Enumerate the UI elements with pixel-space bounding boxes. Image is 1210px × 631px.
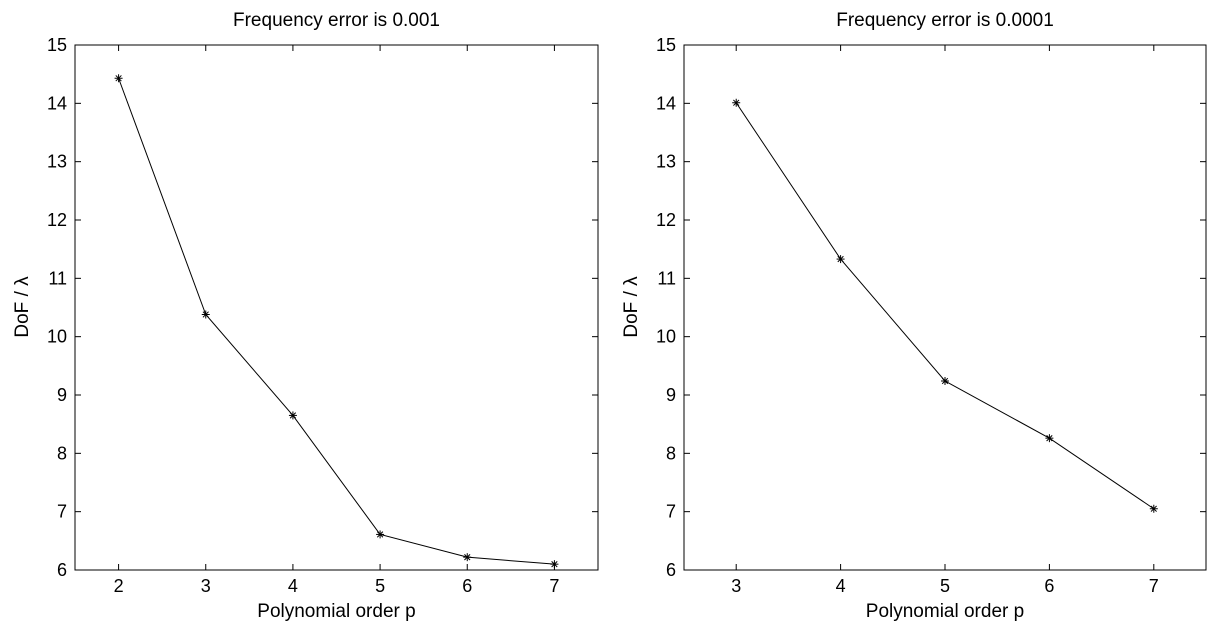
data-point [941,377,949,385]
x-axis-label-right: Polynomial order p [866,601,1024,622]
data-point [201,310,210,319]
y-tick-label: 6 [57,560,67,580]
x-tick-label: 3 [201,576,211,596]
y-tick-label: 8 [57,443,67,463]
data-point [114,74,123,83]
y-tick-label: 9 [666,385,676,405]
y-tick-label: 11 [48,268,67,288]
y-tick-label: 12 [47,210,67,230]
x-tick-label: 7 [1149,576,1159,596]
y-tick-label: 14 [656,93,676,113]
y-tick-label: 12 [656,210,676,230]
data-point [288,411,297,420]
data-point [1149,504,1158,513]
chart-title-left: Frequency error is 0.001 [233,10,440,31]
y-tick-label: 7 [666,502,676,522]
chart-title-right: Frequency error is 0.0001 [836,10,1054,31]
y-tick-label: 15 [656,35,676,55]
plot-area-left [74,44,599,571]
y-ticks-left: 6 7 8 9 10 11 12 13 14 15 [47,35,598,580]
y-tick-label: 7 [57,502,67,522]
x-axis-label-left: Polynomial order p [257,601,415,622]
data-point [836,255,845,264]
y-tick-label: 10 [656,327,676,347]
y-tick-label: 13 [47,152,67,172]
chart-right: Frequency error is 0.0001 Polynomial ord… [621,10,1207,622]
x-tick-label: 2 [114,576,124,596]
x-tick-label: 4 [836,576,846,596]
y-tick-label: 14 [47,93,67,113]
y-axis-label-right: DoF / λ [621,276,642,338]
x-tick-label: 5 [940,576,950,596]
x-tick-label: 6 [1044,576,1054,596]
y-axis-label-left: DoF / λ [12,276,33,338]
y-tick-label: 8 [666,443,676,463]
data-point [1045,434,1054,443]
y-tick-label: 13 [656,152,676,172]
x-tick-label: 4 [288,576,298,596]
y-tick-label: 6 [666,560,676,580]
data-point [550,560,559,569]
y-ticks-right: 6 7 8 9 10 11 12 13 14 15 [656,35,1206,580]
x-tick-label: 7 [549,576,559,596]
y-tick-label: 9 [57,385,67,405]
chart-left: Frequency error is 0.001 Polynomial orde… [12,10,599,622]
series-line [118,78,555,565]
data-point [732,98,741,107]
x-tick-label: 3 [731,576,741,596]
x-tick-label: 5 [375,576,385,596]
data-point [376,530,385,539]
y-tick-label: 11 [657,268,676,288]
x-ticks-right: 3 4 5 6 7 [731,45,1159,596]
y-tick-label: 10 [47,327,67,347]
series-right [732,98,1158,513]
series-left [114,74,559,569]
x-tick-label: 6 [462,576,472,596]
y-tick-label: 15 [47,35,67,55]
data-point [463,553,472,562]
